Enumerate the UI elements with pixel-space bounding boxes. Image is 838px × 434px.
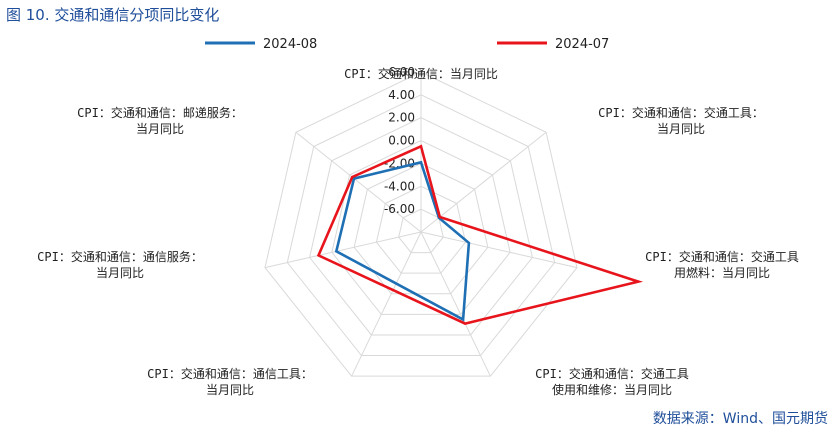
radial-tick-label: 0.00 <box>388 134 415 148</box>
grid-spoke <box>264 231 422 269</box>
grid-spoke <box>420 131 547 233</box>
legend-label: 2024-07 <box>555 37 609 52</box>
series-line-2024-07 <box>316 144 644 325</box>
grid-ring <box>309 117 533 336</box>
axis-label: 当月同比 <box>206 383 254 397</box>
axis-label: 用燃料：当月同比 <box>674 265 770 280</box>
axis-label: CPI：交通和通信：邮递服务： <box>77 105 243 120</box>
grid-ring <box>264 71 578 377</box>
grid-ring <box>375 185 467 274</box>
grid-ring <box>286 94 556 357</box>
grid-spoke <box>420 231 578 269</box>
figure-title: 图 10. 交通和通信分项同比变化 <box>6 6 220 24</box>
radial-tick-label: 4.00 <box>388 88 415 102</box>
source-note: 数据来源：Wind、国元期货 <box>652 411 828 427</box>
axis-label: 当月同比 <box>657 122 705 136</box>
axis-label: CPI：交通和通信：当月同比 <box>344 66 498 81</box>
radial-tick-label: -6.00 <box>384 202 415 216</box>
grid-ring <box>353 162 489 295</box>
radial-tick-label: -4.00 <box>384 179 415 193</box>
axis-label: CPI：交通和通信：通信工具： <box>147 366 313 381</box>
legend-label: 2024-08 <box>263 37 317 52</box>
axis-label: CPI：交通和通信：交通工具 <box>535 366 689 381</box>
axis-label: CPI：交通和通信：通信服务： <box>37 249 203 264</box>
axis-label: CPI：交通和通信：交通工具 <box>645 249 799 264</box>
axis-label: 使用和维修：当月同比 <box>552 382 672 397</box>
grid-spoke <box>295 131 422 233</box>
radial-tick-label: 6.00 <box>388 65 415 79</box>
grid-ring <box>398 208 444 254</box>
radial-tick-label: 2.00 <box>388 111 415 125</box>
grid-spoke <box>351 231 422 377</box>
grid-spoke <box>420 231 491 377</box>
axis-label: CPI：交通和通信：交通工具： <box>598 105 764 120</box>
axis-label: 当月同比 <box>96 266 144 280</box>
axis-label: 当月同比 <box>136 122 184 136</box>
